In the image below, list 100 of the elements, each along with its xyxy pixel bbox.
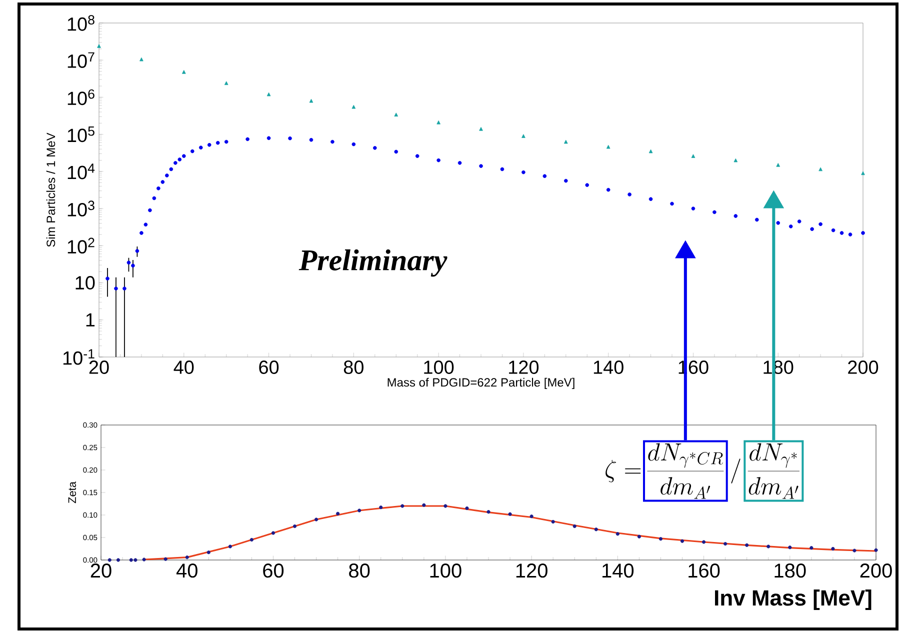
y-tick-label: 10$^{5}$ [68, 126, 94, 142]
point [156, 186, 160, 190]
point [572, 524, 576, 528]
point [745, 543, 749, 547]
point [628, 192, 632, 196]
x-tick-label: 100 [424, 360, 454, 374]
point [122, 286, 126, 290]
x-tick-label: 140 [602, 564, 634, 578]
annotation: $\frac{dN_{\gamma^{*}CR}}{dm_{A'}}$ [647, 443, 724, 499]
x-tick-label: 40 [174, 360, 194, 374]
point [336, 512, 340, 516]
x-tick-label: 100 [430, 564, 462, 578]
point [116, 558, 120, 562]
point [734, 158, 738, 162]
point [140, 231, 144, 235]
point [144, 222, 148, 226]
point [134, 558, 138, 562]
point [182, 154, 186, 158]
point [422, 503, 426, 507]
point [216, 140, 220, 145]
point [135, 249, 140, 253]
x-tick-label: 60 [259, 360, 279, 374]
point [164, 557, 168, 561]
point [861, 231, 865, 235]
point [670, 202, 674, 206]
point [648, 197, 653, 201]
annotation: Preliminary [298, 249, 448, 277]
point [724, 542, 728, 546]
x-tick-label: 120 [516, 564, 548, 578]
y-tick-label: 10$^{7}$ [68, 52, 94, 68]
point [185, 556, 189, 560]
point [788, 546, 792, 550]
annotation: $\frac{dN_{\gamma^{*}}}{dm_{A'}}$ [748, 443, 800, 499]
point [165, 174, 169, 178]
point [182, 70, 186, 74]
point [606, 188, 610, 192]
y-tick-label: 10$^{3}$ [68, 200, 94, 216]
point [848, 232, 852, 236]
point [585, 183, 590, 187]
point [400, 504, 404, 508]
point [129, 558, 133, 562]
point [358, 508, 362, 512]
point [271, 531, 276, 535]
x-tick-label: 120 [509, 360, 539, 374]
point [616, 532, 620, 536]
point [309, 98, 314, 103]
point [106, 276, 110, 280]
point [852, 548, 856, 552]
point [224, 81, 228, 86]
point [776, 163, 780, 167]
point [292, 524, 297, 528]
point [169, 167, 174, 172]
point [522, 170, 526, 174]
x-tick-label: 140 [594, 360, 624, 374]
point [840, 231, 844, 235]
point [114, 286, 118, 290]
point [818, 222, 822, 226]
point [309, 138, 314, 142]
point [436, 158, 440, 162]
point [754, 218, 759, 222]
point [810, 546, 814, 550]
y-axis-title: Zeta [68, 481, 76, 504]
point [479, 164, 483, 168]
x-tick-label: 60 [263, 564, 284, 578]
point [379, 506, 383, 510]
point [178, 158, 182, 162]
point [594, 528, 598, 532]
point [394, 150, 398, 154]
point [142, 558, 146, 562]
point [637, 534, 641, 538]
point [314, 518, 318, 522]
point [250, 538, 254, 542]
point [522, 134, 526, 138]
point [415, 154, 420, 158]
point [500, 167, 504, 172]
point [288, 136, 292, 140]
point [861, 171, 865, 176]
point [776, 221, 780, 225]
point [330, 140, 334, 144]
point [458, 160, 462, 165]
y-tick-label: 10$^{2}$ [68, 238, 94, 254]
y-tick-label: 1 [86, 313, 95, 326]
point [831, 228, 836, 232]
x-tick-label: 20 [90, 564, 112, 578]
y-tick-label: 10$^{4}$ [68, 164, 95, 180]
x-tick-label: 20 [89, 360, 109, 374]
annotation: $/$ [731, 458, 740, 484]
point [564, 178, 568, 183]
x-tick-label: 40 [176, 564, 198, 578]
point [788, 224, 793, 228]
point [97, 44, 101, 48]
point [479, 127, 483, 131]
point [486, 510, 490, 514]
point [606, 144, 610, 149]
point [190, 149, 194, 154]
x-tick-label: 200 [848, 360, 878, 374]
point [734, 214, 738, 218]
y-tick-label: 10$^{8}$ [68, 15, 94, 31]
point [797, 220, 802, 224]
point [648, 149, 653, 154]
